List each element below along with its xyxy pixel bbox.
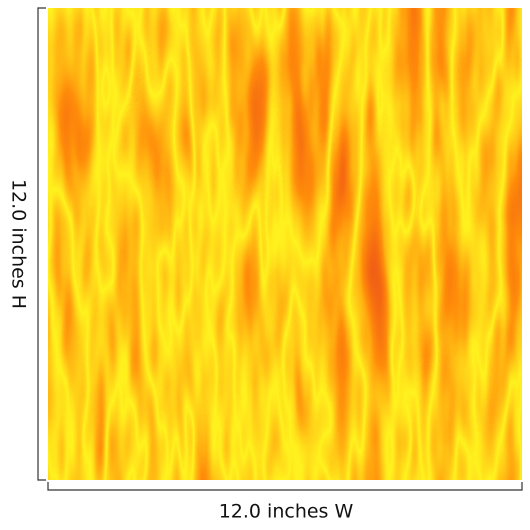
height-label: 12.0 inches H	[8, 179, 30, 309]
height-dimension	[37, 7, 46, 481]
width-label: 12.0 inches W	[219, 501, 354, 523]
pattern-swatch	[48, 8, 522, 480]
width-dimension	[47, 482, 523, 491]
